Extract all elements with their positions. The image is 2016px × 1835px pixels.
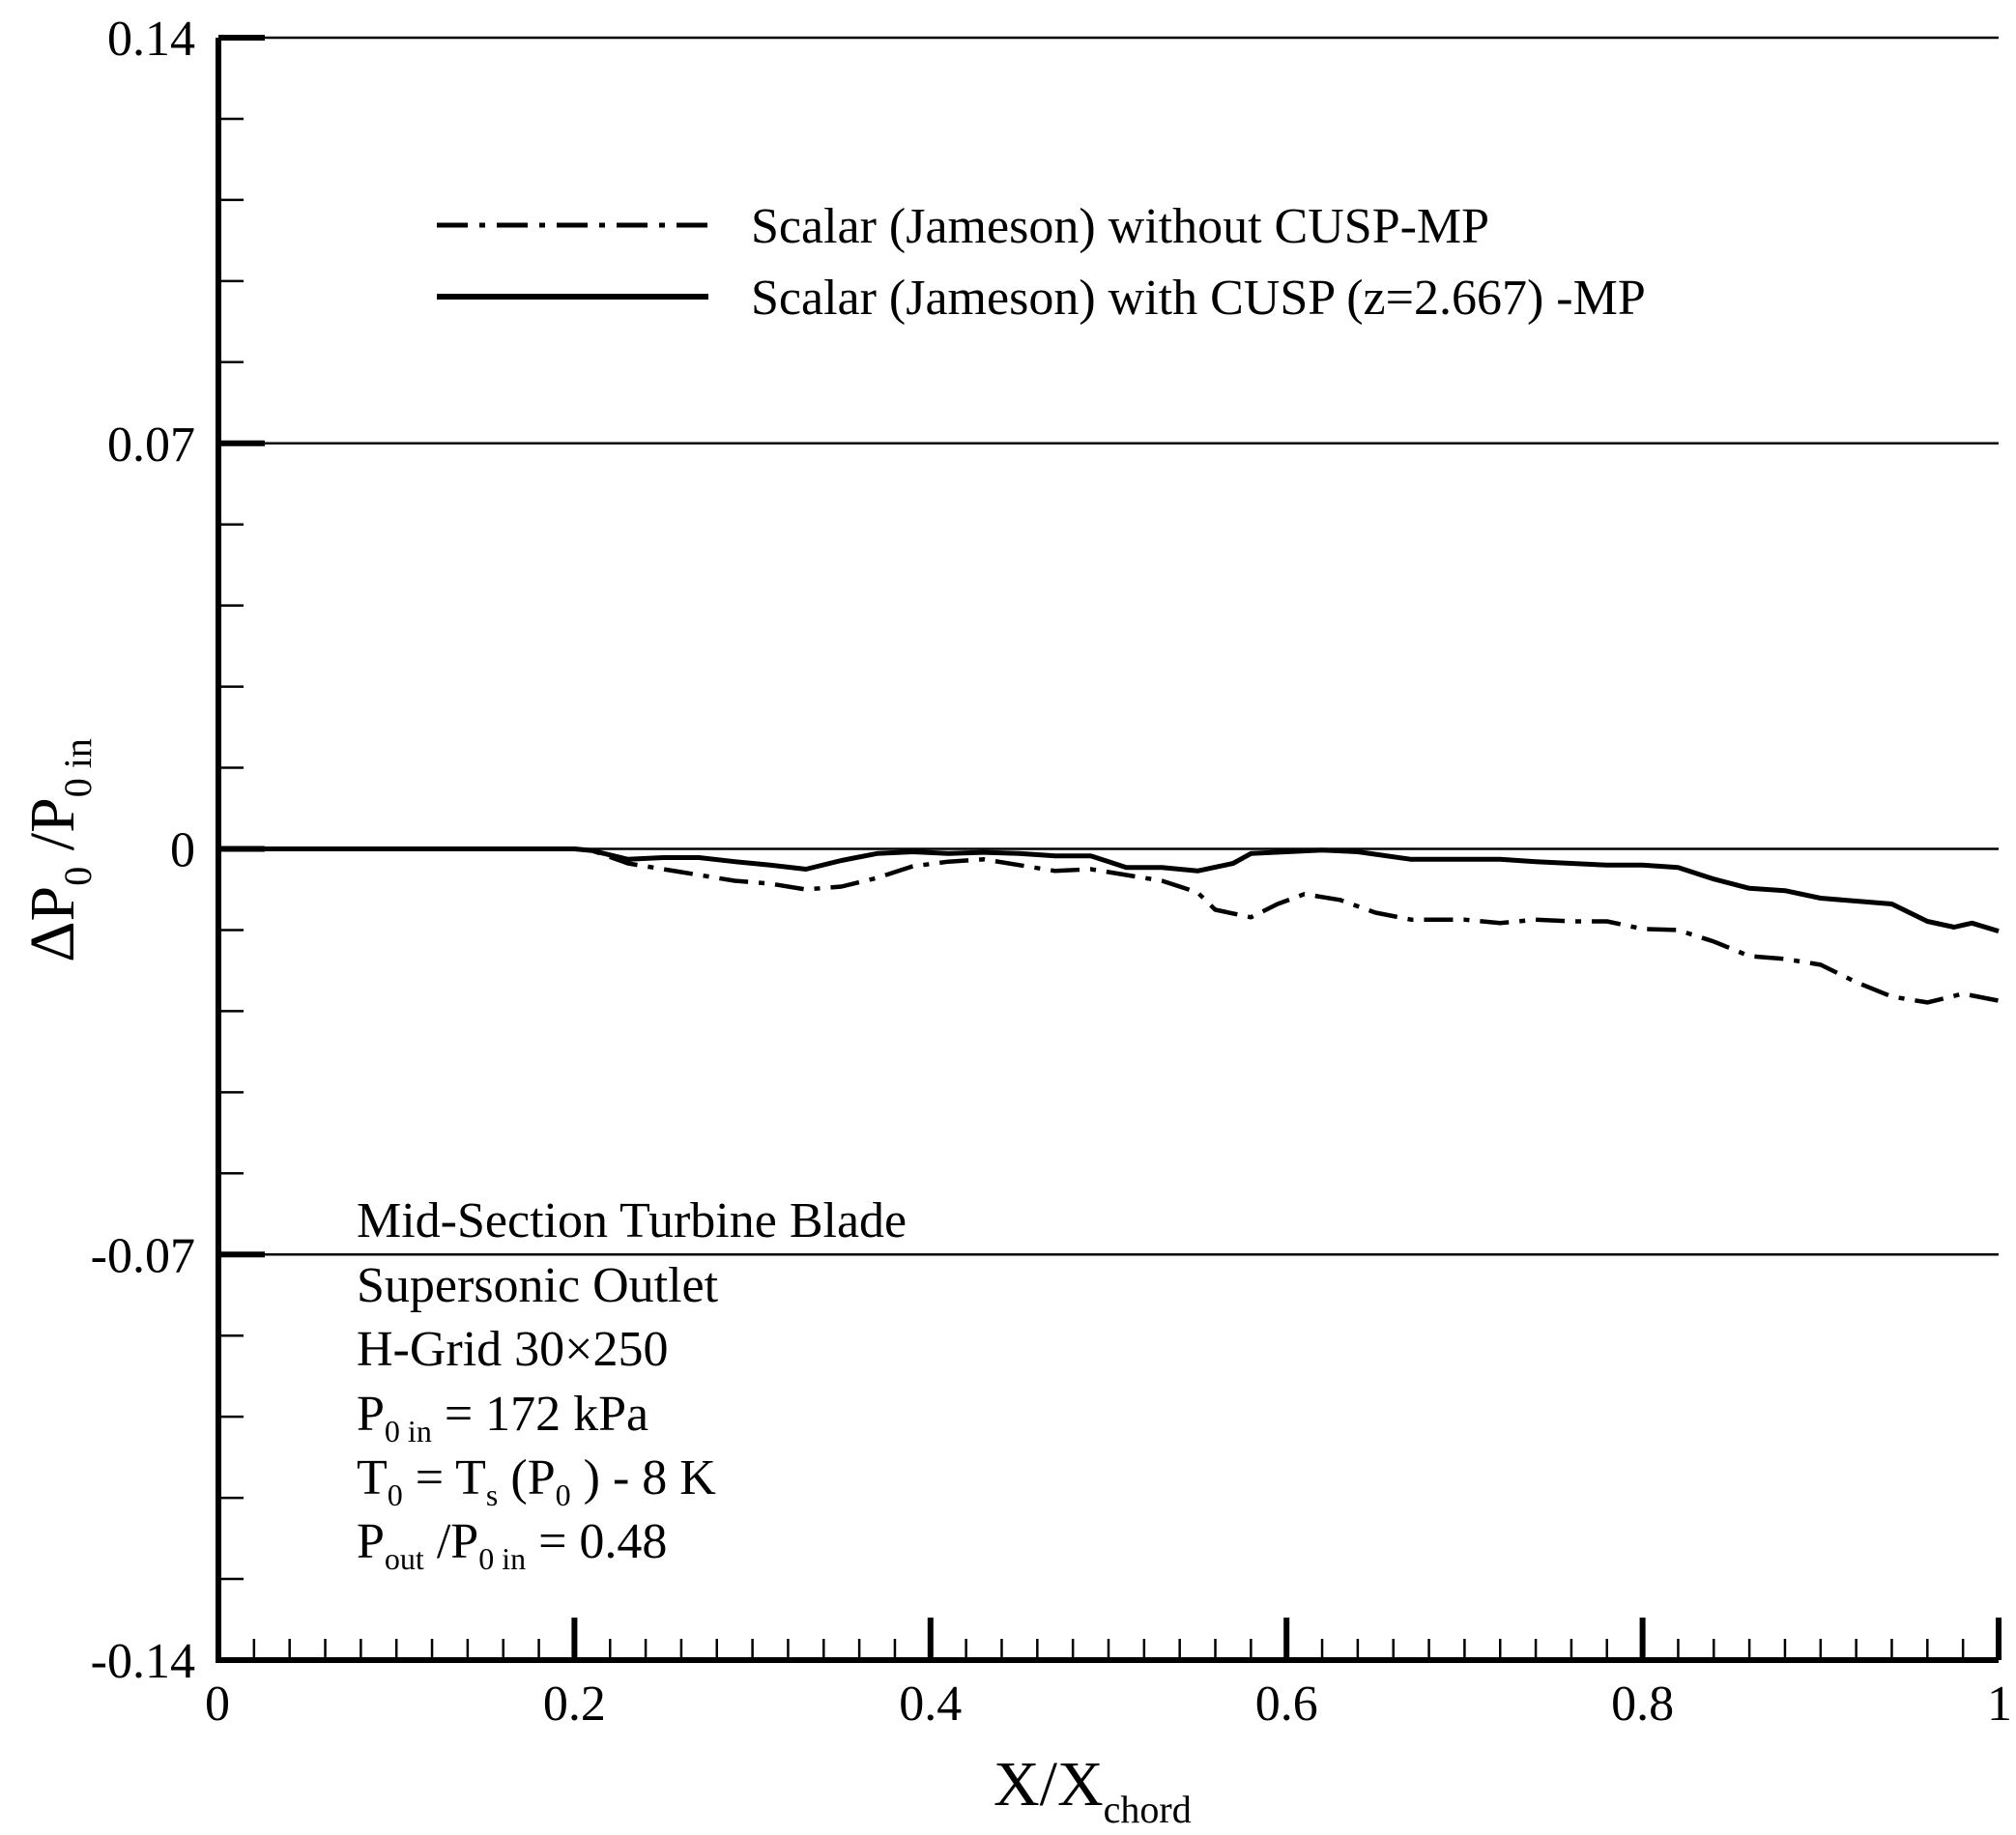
y-tick-label: 0.14	[107, 12, 195, 67]
x-tick-label: 0.4	[899, 1677, 962, 1732]
annotation-pressure-ratio: Pout /P0 in = 0.48	[357, 1514, 667, 1576]
y-tick-label: 0	[170, 823, 195, 878]
y-tick-label: 0.07	[107, 417, 195, 473]
legend-label-without-cusp: Scalar (Jameson) without CUSP-MP	[751, 199, 1489, 254]
annotation-case: Mid-Section Turbine Blade	[357, 1193, 907, 1248]
x-tick-label: 0	[205, 1677, 230, 1732]
x-tick-label: 0.2	[543, 1677, 606, 1732]
x-tick-labels: 0 0.2 0.4 0.6 0.8 1	[205, 1677, 2012, 1732]
series-layer	[218, 846, 2000, 1005]
x-tick-label: 1	[1987, 1677, 2012, 1732]
series-line-without-cusp	[218, 846, 2000, 1005]
y-axis-title: ΔP0 /P0 in	[17, 738, 100, 962]
x-axis-title: X/Xchord	[994, 1749, 1192, 1831]
minor-ticks	[218, 117, 1965, 1660]
axis-frame	[216, 38, 1999, 1663]
y-tick-label: -0.14	[91, 1634, 195, 1689]
x-tick-label: 0.8	[1611, 1677, 1674, 1732]
x-tick-label: 0.6	[1255, 1677, 1318, 1732]
y-tick-labels: -0.14 -0.07 0 0.07 0.14	[91, 12, 195, 1689]
series-line-with-cusp	[218, 846, 2000, 933]
y-tick-label: -0.07	[91, 1228, 195, 1283]
annotation-temperature: T0 = Ts (P0 ) - 8 K	[357, 1450, 716, 1512]
legend: Scalar (Jameson) without CUSP-MP Scalar …	[437, 199, 1646, 326]
annotation-outlet: Supersonic Outlet	[357, 1258, 719, 1313]
annotation-block: Mid-Section Turbine Blade Supersonic Out…	[357, 1193, 907, 1576]
annotation-grid: H-Grid 30×250	[357, 1322, 669, 1377]
legend-label-with-cusp: Scalar (Jameson) with CUSP (z=2.667) -MP	[751, 271, 1646, 326]
annotation-inlet-pressure: P0 in = 172 kPa	[357, 1387, 648, 1448]
